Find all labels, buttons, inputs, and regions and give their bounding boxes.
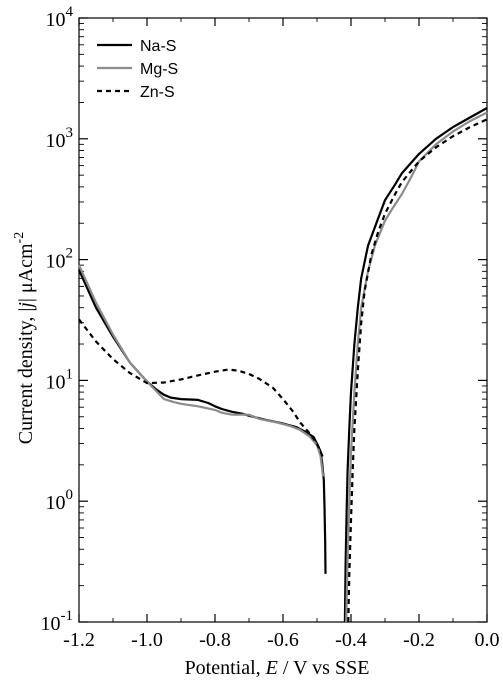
x-axis-title-italic: E <box>265 657 278 679</box>
x-tick-label: -0.4 <box>335 629 367 651</box>
y-tick-label: 10-1 <box>41 608 74 635</box>
series-line-zn-s-anodic <box>347 118 488 623</box>
x-tick-label: -1.0 <box>131 629 163 651</box>
legend-label-mg-s: Mg-S <box>140 61 178 78</box>
y-tick-label: 104 <box>46 4 74 31</box>
x-tick-label: -0.8 <box>199 629 231 651</box>
y-tick-label: 103 <box>46 125 74 152</box>
y-tick-label: 100 <box>46 487 74 514</box>
legend-label-na-s: Na-S <box>140 38 176 55</box>
plot-frame <box>78 17 488 623</box>
legend-label-zn-s: Zn-S <box>140 84 175 101</box>
y-axis-title-sup: -2 <box>12 232 27 244</box>
series-line-mg-s-anodic <box>345 111 488 623</box>
series-line-na-s-cathodic <box>77 269 327 574</box>
y-tick-label: 102 <box>46 246 74 273</box>
y-axis: 10-1 100 101 102 103 104 <box>41 4 487 635</box>
y-axis-title: Current density, |j| μAcm-2 <box>12 232 37 444</box>
x-tick-label: -1.2 <box>63 629 95 651</box>
x-axis-title: Potential, E / V vs SSE <box>185 657 370 679</box>
x-tick-label: 0.0 <box>475 629 500 651</box>
x-axis-title-suffix: / V vs SSE <box>278 657 370 679</box>
x-axis: -1.2 -1.0 -0.8 -0.6 -0.4 -0.2 0.0 <box>63 18 500 651</box>
series-line-mg-s-cathodic <box>77 264 325 477</box>
y-tick-label: 101 <box>46 366 74 393</box>
y-axis-title-italic: j <box>15 302 37 311</box>
plot-area-border <box>78 17 488 623</box>
y-axis-title-suffix: | μAcm <box>15 243 37 302</box>
series-group <box>77 107 488 623</box>
x-tick-label: -0.2 <box>403 629 435 651</box>
legend: Na-S Mg-S Zn-S <box>97 38 178 101</box>
y-axis-title-prefix: Current density, | <box>15 308 37 445</box>
series-line-na-s-anodic <box>343 107 488 623</box>
x-tick-label: -0.6 <box>267 629 299 651</box>
x-axis-title-prefix: Potential, <box>185 657 266 679</box>
series-line-zn-s-cathodic <box>78 318 325 461</box>
